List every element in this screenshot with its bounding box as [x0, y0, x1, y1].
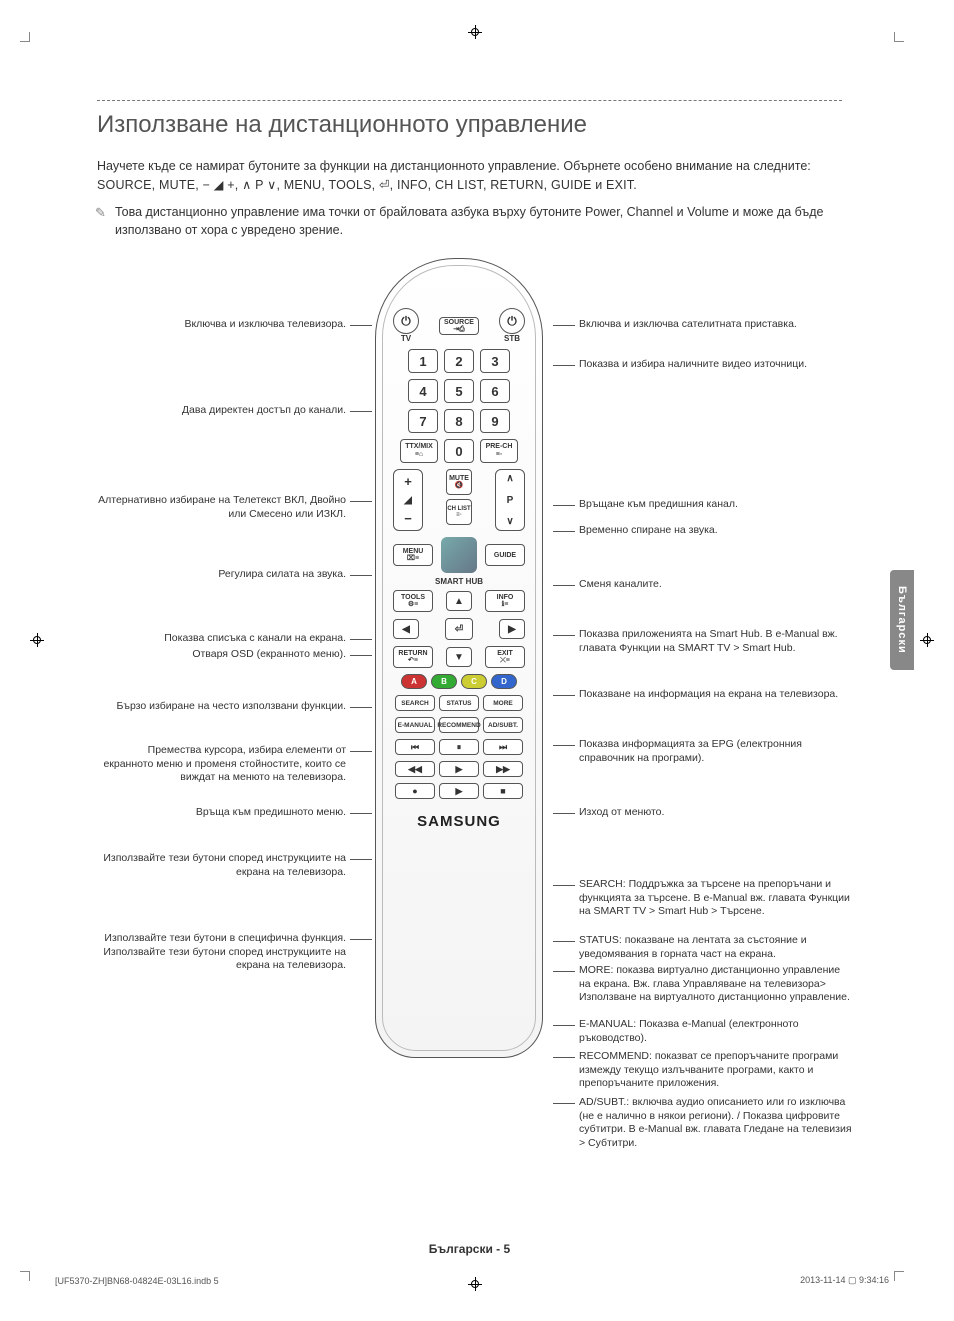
callout-power-stb: Включва и изключва сателитната приставка… [563, 318, 853, 332]
callout-mute: Временно спиране на звука. [563, 524, 853, 538]
callout-more: MORE: показва виртуално дистанционно упр… [563, 964, 853, 1005]
callout-volume: Регулира силата на звука. [97, 568, 362, 582]
smarthub-button [441, 537, 477, 573]
doc-id: [UF5370-ZH]BN68-04824E-03L16.indb 5 [55, 1276, 219, 1286]
callout-media: Използвайте тези бутони в специфична фун… [97, 932, 362, 973]
menu-button: MENU⌧≡ [393, 544, 433, 566]
pause-button: ⏸ [439, 739, 479, 755]
source-button: SOURCE⇥⎙ [439, 317, 479, 335]
exit-button: EXIT⤫≡ [485, 646, 525, 668]
callout-source: Показва и избира наличните видео източни… [563, 358, 853, 372]
brand-label: SAMSUNG [393, 813, 525, 830]
up-arrow: ▲ [446, 591, 472, 611]
guide-button: GUIDE [485, 544, 525, 566]
rec-button: ● [395, 783, 435, 799]
channel-rocker: ∧P∨ [495, 469, 525, 531]
rew-button: ◀◀ [395, 761, 435, 777]
callout-abcd: Използвайте тези бутони според инструкци… [97, 852, 362, 879]
right-arrow: ▶ [499, 619, 525, 639]
power-tv-button: ⏻ [393, 308, 419, 334]
callout-guide-epg: Показва информацията за EPG (електронния… [563, 738, 853, 765]
callout-osd: Отваря OSD (екранното меню). [97, 648, 362, 662]
braille-note: Това дистанционно управление има точки о… [115, 203, 842, 241]
color-c: C [461, 674, 487, 689]
callout-tools: Бързо избиране на често използвани функц… [97, 700, 362, 714]
callout-power-tv: Включва и изключва телевизора. [97, 318, 362, 332]
tv-label: TV [393, 334, 419, 343]
num-9: 9 [480, 409, 510, 433]
callout-return: Връща към предишното меню. [97, 806, 362, 820]
ffw-button: ▶▶ [483, 761, 523, 777]
callout-ttx: Алтернативно избиране на Телетекст ВКЛ, … [97, 494, 362, 521]
remote-control: ⏻ TV SOURCE⇥⎙ ⏻ STB 123 456 789 TTX/MIX≡… [375, 258, 543, 1058]
stop-button: ■ [483, 783, 523, 799]
num-0: 0 [444, 439, 474, 463]
callout-search: SEARCH: Поддръжка за търсене на препоръч… [563, 878, 853, 919]
callout-adsubt: AD/SUBT.: включва аудио описанието или г… [563, 1096, 853, 1151]
page: Използване на дистанционното управление … [55, 40, 884, 1266]
info-button: INFOℹ≡ [485, 590, 525, 612]
return-button: RETURN↶≡ [393, 646, 433, 668]
language-tab: Български [890, 570, 914, 670]
callout-info: Показване на информация на екрана на тел… [563, 688, 853, 702]
num-7: 7 [408, 409, 438, 433]
power-stb-button: ⏻ [499, 308, 525, 334]
num-1: 1 [408, 349, 438, 373]
num-3: 3 [480, 349, 510, 373]
status-button: STATUS [439, 695, 479, 711]
callout-status: STATUS: показване на лентата за състояни… [563, 934, 853, 961]
next-button: ⏭ [483, 739, 523, 755]
color-b: B [431, 674, 457, 689]
callout-chlist: Показва списъка с канали на екрана. [97, 632, 362, 646]
tools-button: TOOLS⚙≡ [393, 590, 433, 612]
doc-timestamp: 2013-11-14 ▢ 9:34:16 [800, 1275, 889, 1286]
search-button: SEARCH [395, 695, 435, 711]
volume-rocker: +◢− [393, 469, 423, 531]
remote-diagram: Включва и изключва телевизора. Дава дире… [97, 258, 842, 1178]
callout-cursor: Премества курсора, избира елементи от ек… [97, 744, 362, 785]
emanual-button: E-MANUAL [395, 717, 435, 733]
prev-button: ⏮ [395, 739, 435, 755]
callout-channel: Сменя каналите. [563, 578, 853, 592]
callout-prech: Връщане към предишния канал. [563, 498, 853, 512]
recommend-button: RECOMMEND [439, 717, 479, 733]
down-arrow: ▼ [446, 647, 472, 667]
callout-exit: Изход от менюто. [563, 806, 853, 820]
color-d: D [491, 674, 517, 689]
num-4: 4 [408, 379, 438, 403]
num-8: 8 [444, 409, 474, 433]
left-arrow: ◀ [393, 619, 419, 639]
more-button: MORE [483, 695, 523, 711]
adsubt-button: AD/SUBT. [483, 717, 523, 733]
enter-button: ⏎ [445, 618, 473, 640]
registration-mark [30, 633, 44, 647]
num-6: 6 [480, 379, 510, 403]
callout-smarthub: Показва приложенията на Smart Hub. В e-M… [563, 628, 853, 655]
callout-numbers: Дава директен достъп до канали. [97, 404, 362, 418]
play2-button: ▶ [439, 783, 479, 799]
callout-emanual: E-MANUAL: Показва e-Manual (електронното… [563, 1018, 853, 1045]
intro-text: Научете къде се намират бутоните за функ… [97, 157, 842, 195]
page-title: Използване на дистанционното управление [97, 111, 842, 139]
registration-mark [920, 633, 934, 647]
color-a: A [401, 674, 427, 689]
num-5: 5 [444, 379, 474, 403]
mute-button: MUTE🔇 [446, 469, 472, 495]
stb-label: STB [499, 334, 525, 343]
chlist-button: CH LIST≡◦ [446, 499, 472, 525]
ttx-button: TTX/MIX≡⌂ [400, 439, 438, 463]
section-rule [97, 100, 842, 101]
page-footer: Български - 5 [55, 1242, 884, 1256]
callout-recommend: RECOMMEND: показват се препоръчаните про… [563, 1050, 853, 1091]
num-2: 2 [444, 349, 474, 373]
smarthub-label: SMART HUB [393, 577, 525, 586]
registration-mark [468, 1277, 482, 1291]
play-button: ▶ [439, 761, 479, 777]
registration-mark [468, 25, 482, 39]
prech-button: PRE-CH≡◦ [480, 439, 518, 463]
